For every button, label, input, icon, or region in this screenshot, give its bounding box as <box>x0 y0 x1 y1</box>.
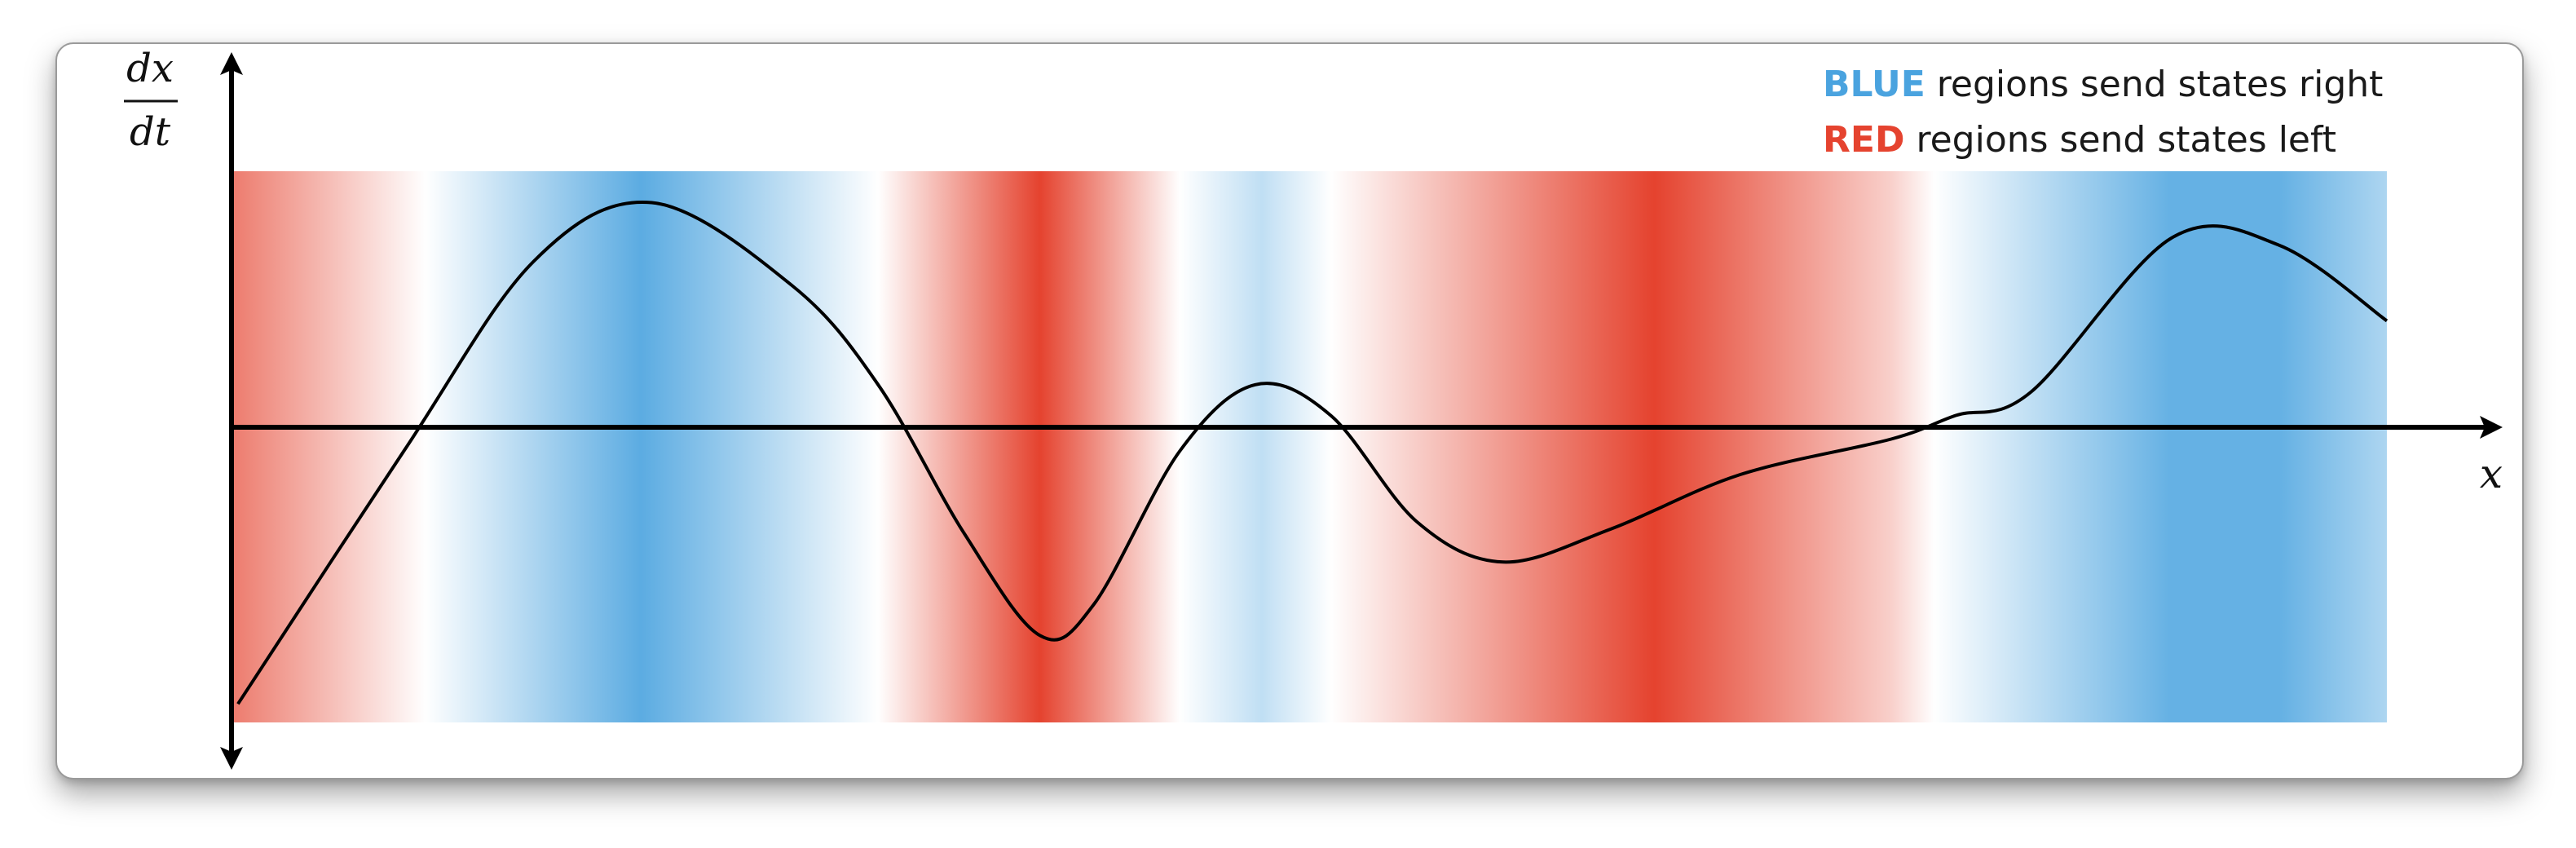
y-axis-label-denominator: dt <box>130 109 171 155</box>
velocity-curve <box>236 200 2389 705</box>
y-axis-label-numerator: dx <box>126 46 174 91</box>
legend-item-blue: BLUE regions send states right <box>1823 57 2383 113</box>
x-axis-label: x <box>2480 450 2503 497</box>
legend-keyword-blue: BLUE <box>1823 64 1925 105</box>
velocity-color-band <box>232 171 2387 722</box>
legend-keyword-red: RED <box>1823 119 1905 161</box>
legend: BLUE regions send states right RED regio… <box>1823 57 2383 168</box>
y-axis-up-arrowhead <box>220 52 243 75</box>
legend-item-red: RED regions send states left <box>1823 113 2383 168</box>
legend-text-red: regions send states left <box>1916 119 2336 161</box>
x-axis-arrowhead <box>2480 416 2503 439</box>
legend-text-blue: regions send states right <box>1936 64 2384 105</box>
y-axis-down-arrowhead <box>220 747 243 770</box>
